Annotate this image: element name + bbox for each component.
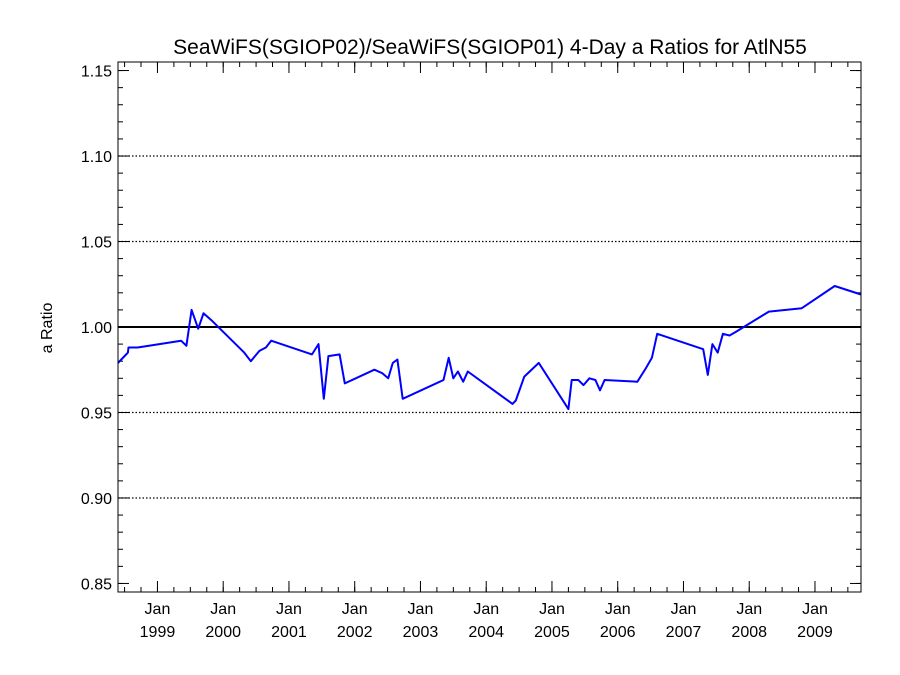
y-tick-label: 1.10 (81, 149, 112, 166)
y-tick-labels: 0.85 0.90 0.95 1.00 1.05 1.10 1.15 (81, 64, 112, 594)
x-tick-label-year: 2000 (205, 624, 241, 641)
y-tick-label: 1.05 (81, 235, 112, 252)
x-tick-label-month: Jan (736, 601, 762, 618)
chart-title: SeaWiFS(SGIOP02)/SeaWiFS(SGIOP01) 4-Day … (173, 36, 807, 59)
x-tick-labels: Jan 1999 Jan 2000 Jan 2001 Jan 2002 Jan 2003 Jan 20… (140, 601, 833, 641)
x-tick-label-year: 2003 (403, 624, 439, 641)
x-tick-label-year: 2001 (271, 624, 307, 641)
x-tick-label-year: 2007 (666, 624, 702, 641)
x-tick-label-month: Jan (145, 601, 171, 618)
series-layer (117, 285, 862, 411)
x-tick-label-year: 2004 (468, 624, 504, 641)
x-tick-label-month: Jan (342, 601, 368, 618)
x-tick-label-month: Jan (408, 601, 434, 618)
x-tick-label-month: Jan (671, 601, 697, 618)
x-tick-label-year: 1999 (140, 624, 176, 641)
plot-frame (117, 61, 862, 593)
y-tick-label: 1.00 (81, 320, 112, 337)
x-tick-label-month: Jan (276, 601, 302, 618)
axis-ticks (118, 62, 861, 592)
x-tick-label-year: 2008 (731, 624, 767, 641)
y-axis-label: a Ratio (39, 303, 56, 354)
x-tick-label-month: Jan (539, 601, 565, 618)
x-tick-label-month: Jan (210, 601, 236, 618)
y-tick-label: 0.95 (81, 405, 112, 422)
x-tick-label-month: Jan (473, 601, 499, 618)
series-line (117, 285, 862, 411)
x-tick-label-year: 2005 (534, 624, 570, 641)
y-tick-label: 0.85 (81, 576, 112, 593)
x-tick-label-year: 2009 (797, 624, 833, 641)
y-tick-label: 0.90 (81, 491, 112, 508)
x-tick-label-year: 2002 (337, 624, 373, 641)
y-tick-label: 1.15 (81, 64, 112, 81)
grid-lines (118, 155, 861, 499)
x-tick-label-month: Jan (802, 601, 828, 618)
x-tick-label-year: 2006 (600, 624, 636, 641)
x-tick-label-month: Jan (605, 601, 631, 618)
